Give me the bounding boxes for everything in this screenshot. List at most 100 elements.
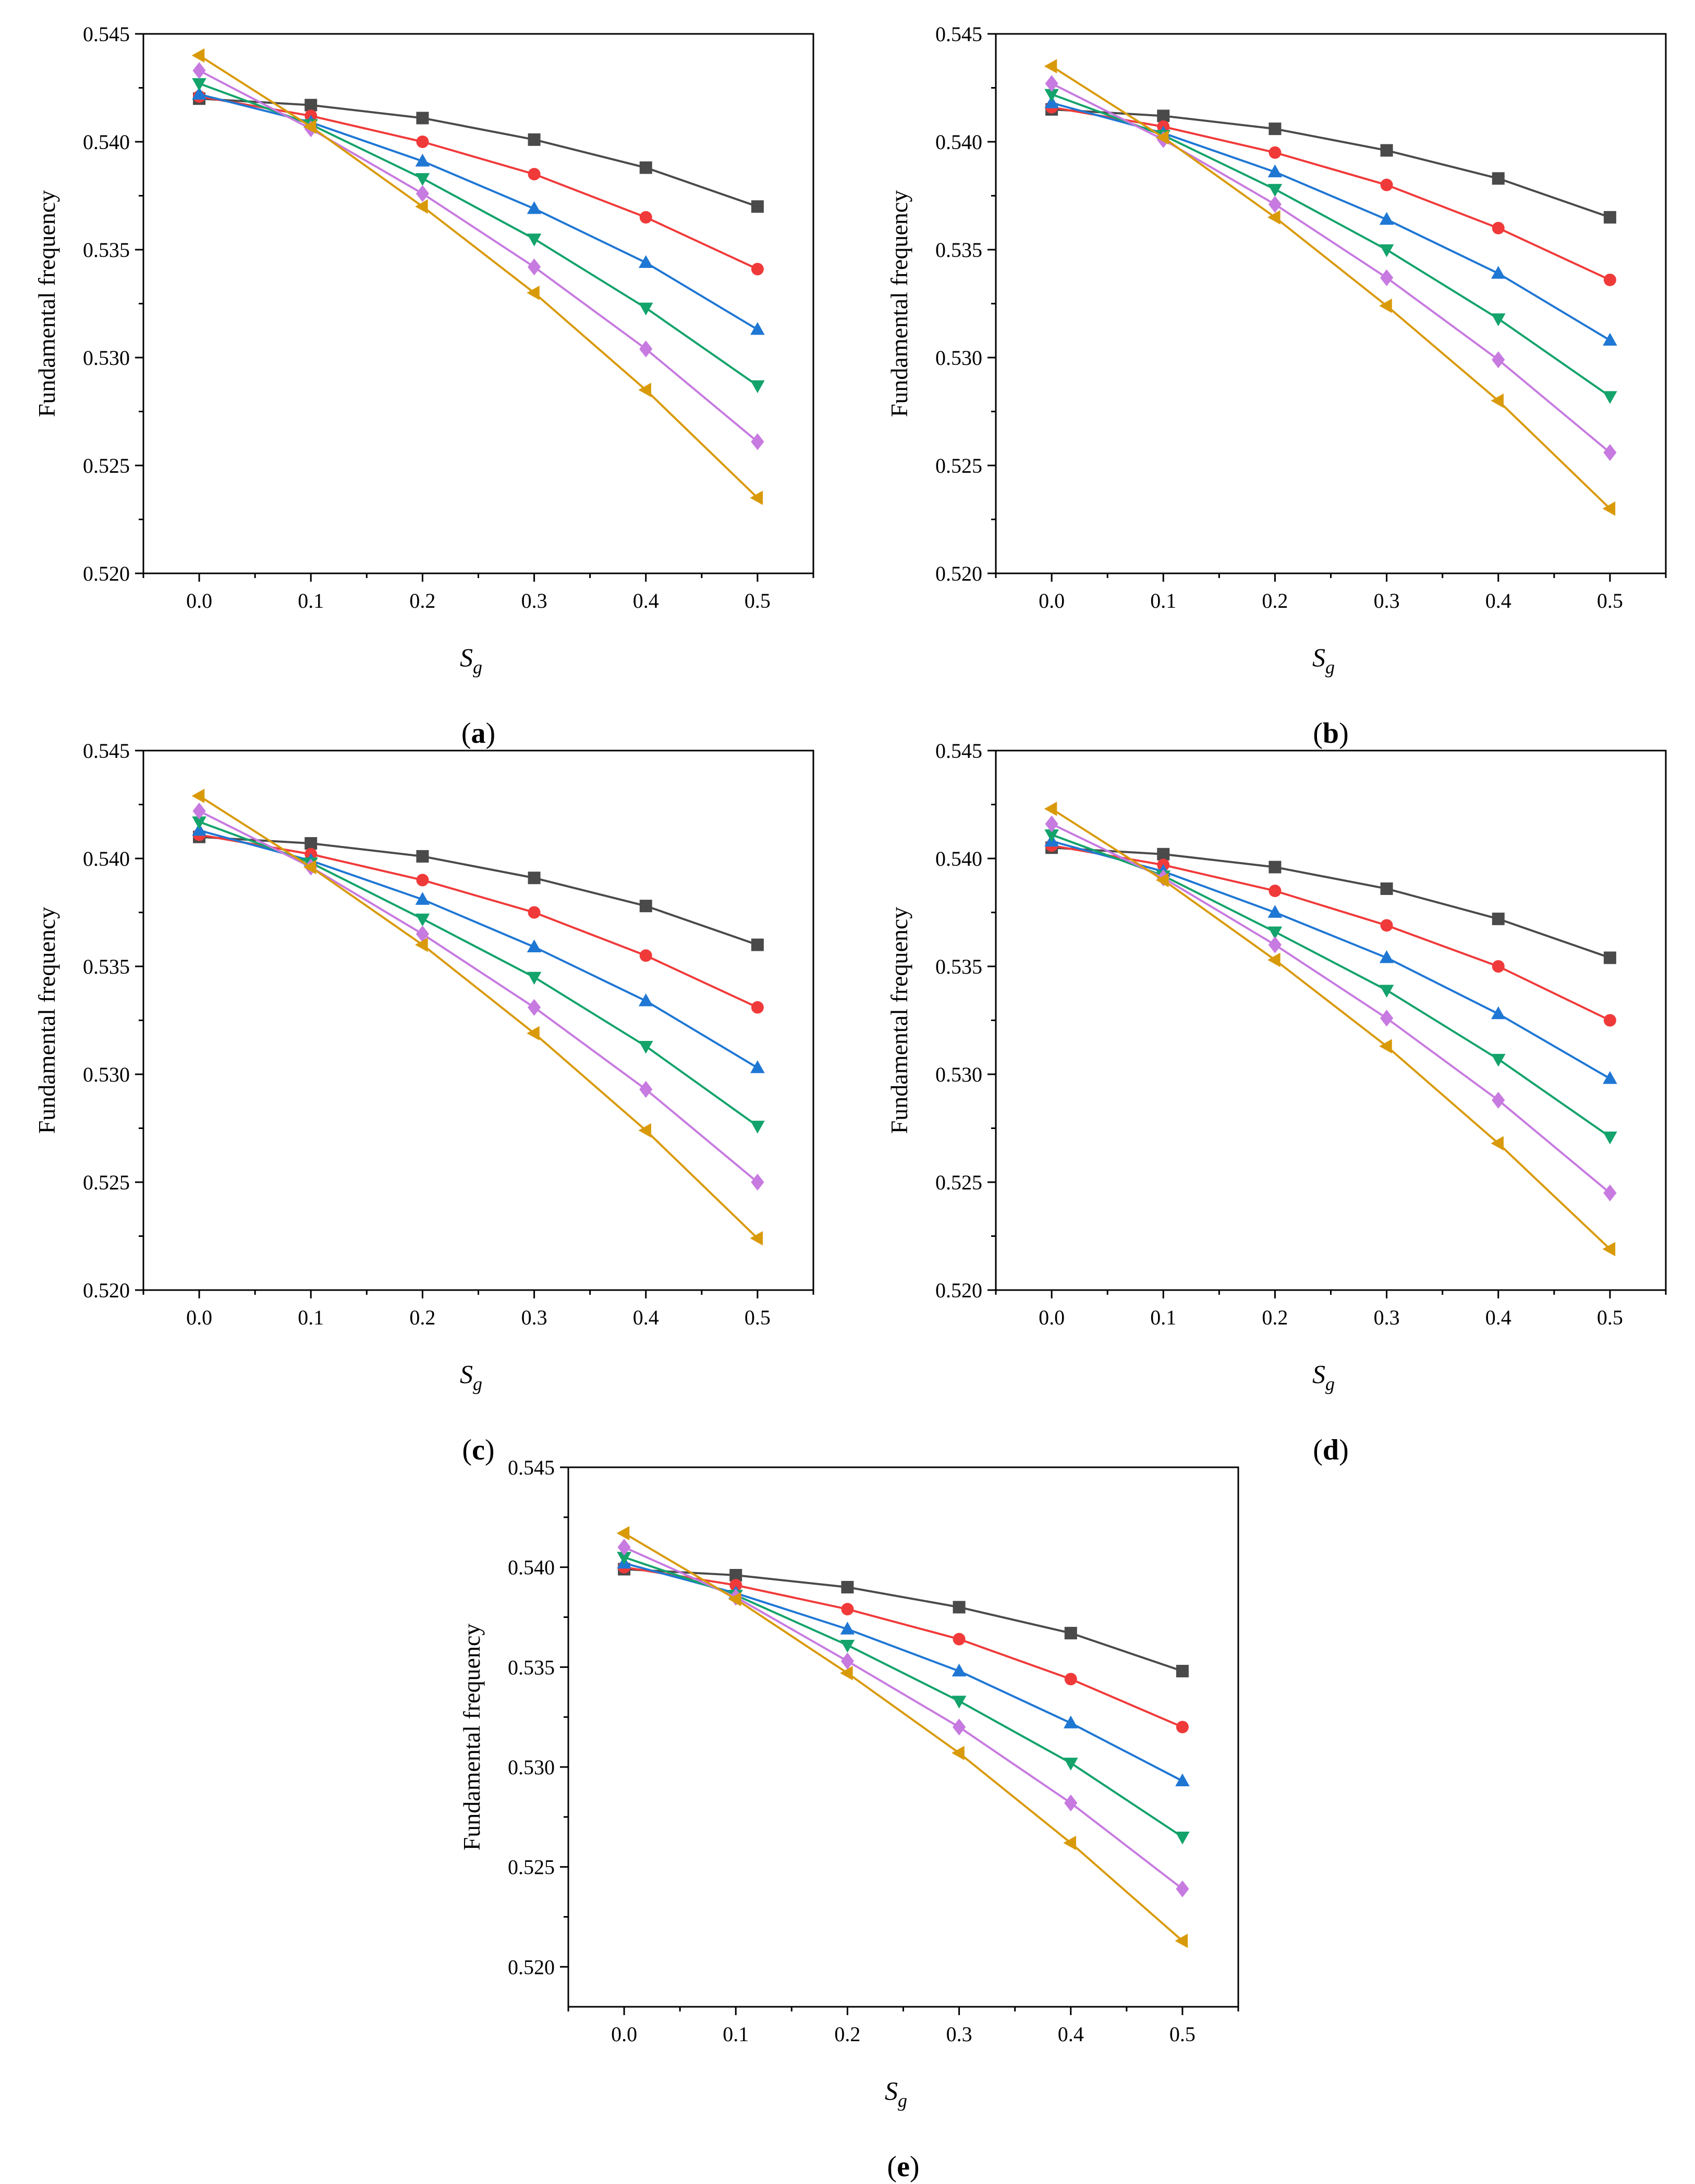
- series-1-point: [528, 133, 541, 146]
- x-tick-label: 0.3: [521, 589, 547, 612]
- series-2-point: [528, 168, 541, 181]
- x-tick-label: 0.2: [1262, 589, 1288, 612]
- series-6-point: [952, 1746, 965, 1760]
- series-5-point: [527, 999, 541, 1016]
- series-6-point: [1175, 1933, 1188, 1948]
- series-5-point: [840, 1652, 855, 1670]
- panel-d: 0.520 0.525 0.530 0.535 0.540 0.545 0.0 0.1 0.2 0…: [886, 739, 1667, 1466]
- series-5-point: [1064, 1794, 1078, 1812]
- series-6-point: [616, 1526, 630, 1541]
- series-4-point: [750, 1121, 765, 1134]
- y-tick-label: 0.530: [83, 346, 130, 370]
- series-6-point: [1602, 501, 1616, 516]
- y-tick-label: 0.540: [83, 847, 130, 870]
- series-1-point: [751, 200, 764, 213]
- series-5-point: [416, 925, 430, 943]
- x-tick-label: 0.1: [1150, 1306, 1176, 1329]
- series-1-point: [304, 99, 318, 112]
- series-1-point: [729, 1569, 742, 1581]
- x-tick-label: 0.2: [834, 2022, 860, 2046]
- series-6-point: [638, 383, 651, 397]
- series-3-point: [1491, 1006, 1506, 1020]
- series-1-point: [416, 112, 429, 125]
- series-2-point: [639, 211, 652, 224]
- series-4-point: [1175, 1831, 1190, 1845]
- series-5-point: [952, 1719, 966, 1736]
- series-2-point: [729, 1579, 742, 1592]
- series-2-point: [841, 1603, 854, 1616]
- y-tick-label: 0.540: [935, 130, 982, 154]
- series-line-2: [199, 833, 758, 1009]
- series-5-point: [751, 1173, 764, 1191]
- y-tick-label: 0.520: [83, 562, 130, 585]
- plot-frame: [142, 750, 814, 1291]
- series-5-point: [639, 1081, 653, 1098]
- series-2-point: [1269, 146, 1282, 159]
- series-3-point: [840, 1622, 855, 1635]
- series-5-point: [1268, 936, 1282, 953]
- series-3-point: [1379, 212, 1394, 225]
- series-line-5: [199, 69, 759, 443]
- series-2-point: [1380, 178, 1393, 191]
- series-5-point: [639, 340, 653, 358]
- series-3-point: [1267, 905, 1283, 918]
- series-3-point: [638, 993, 653, 1007]
- series-3-point: [1267, 164, 1283, 178]
- panel-label: (d): [1313, 1434, 1348, 1466]
- series-6-point: [415, 199, 428, 214]
- series-2-point: [1064, 1673, 1077, 1686]
- series-line-6: [1051, 65, 1611, 510]
- y-tick-label: 0.540: [935, 847, 982, 870]
- series-3-point: [192, 823, 206, 836]
- series-line-6: [1051, 808, 1611, 1250]
- series-1-point: [1157, 109, 1170, 122]
- series-line-6: [199, 795, 759, 1240]
- x-tick-label: 0.5: [1169, 2022, 1196, 2046]
- series-line-6: [199, 54, 759, 499]
- series-4-point: [415, 173, 430, 186]
- x-tick-label: 0.0: [186, 1306, 212, 1329]
- series-4-point: [638, 302, 653, 316]
- y-tick-label: 0.520: [935, 1279, 982, 1302]
- series-6-point: [840, 1666, 853, 1680]
- series-3-point: [750, 322, 765, 335]
- series-6-point: [191, 48, 205, 63]
- series-4-point: [527, 972, 542, 985]
- x-tick-label: 0.2: [409, 1306, 435, 1329]
- series-5-point: [617, 1539, 631, 1556]
- series-2-point: [1176, 1721, 1189, 1734]
- series-2-point: [1492, 222, 1505, 235]
- series-2-point: [1492, 960, 1505, 973]
- y-tick-label: 0.520: [508, 1955, 555, 1979]
- series-1-point: [1603, 951, 1616, 964]
- series-3-point: [527, 939, 542, 952]
- x-tick-label: 0.2: [1262, 1306, 1288, 1329]
- series-line-1: [199, 836, 758, 946]
- y-tick-label: 0.535: [508, 1655, 555, 1679]
- series-1-point: [1157, 848, 1170, 861]
- x-axis-label: Sg: [460, 643, 482, 678]
- series-1-point: [1176, 1665, 1189, 1677]
- series-6-point: [1267, 210, 1281, 225]
- series-line-5: [1051, 82, 1611, 453]
- series-line-5: [1051, 823, 1611, 1194]
- series-4-point: [1044, 829, 1059, 842]
- series-4-point: [840, 1639, 855, 1653]
- series-2-point: [416, 874, 429, 887]
- series-1-point: [1492, 172, 1505, 185]
- series-4-point: [638, 1040, 653, 1054]
- y-tick-label: 0.540: [83, 130, 130, 154]
- series-line-1: [1051, 846, 1611, 959]
- panel-label: (a): [461, 717, 495, 750]
- series-5-point: [1492, 351, 1505, 369]
- y-tick-label: 0.540: [508, 1556, 555, 1579]
- series-3-point: [1044, 95, 1059, 108]
- x-tick-label: 0.0: [1039, 1306, 1065, 1329]
- y-tick-label: 0.530: [935, 1063, 982, 1086]
- series-5-point: [1268, 195, 1282, 213]
- series-5-point: [416, 185, 430, 202]
- series-2-point: [528, 906, 541, 919]
- series-2-point: [751, 1001, 764, 1014]
- series-line-2: [1051, 106, 1611, 281]
